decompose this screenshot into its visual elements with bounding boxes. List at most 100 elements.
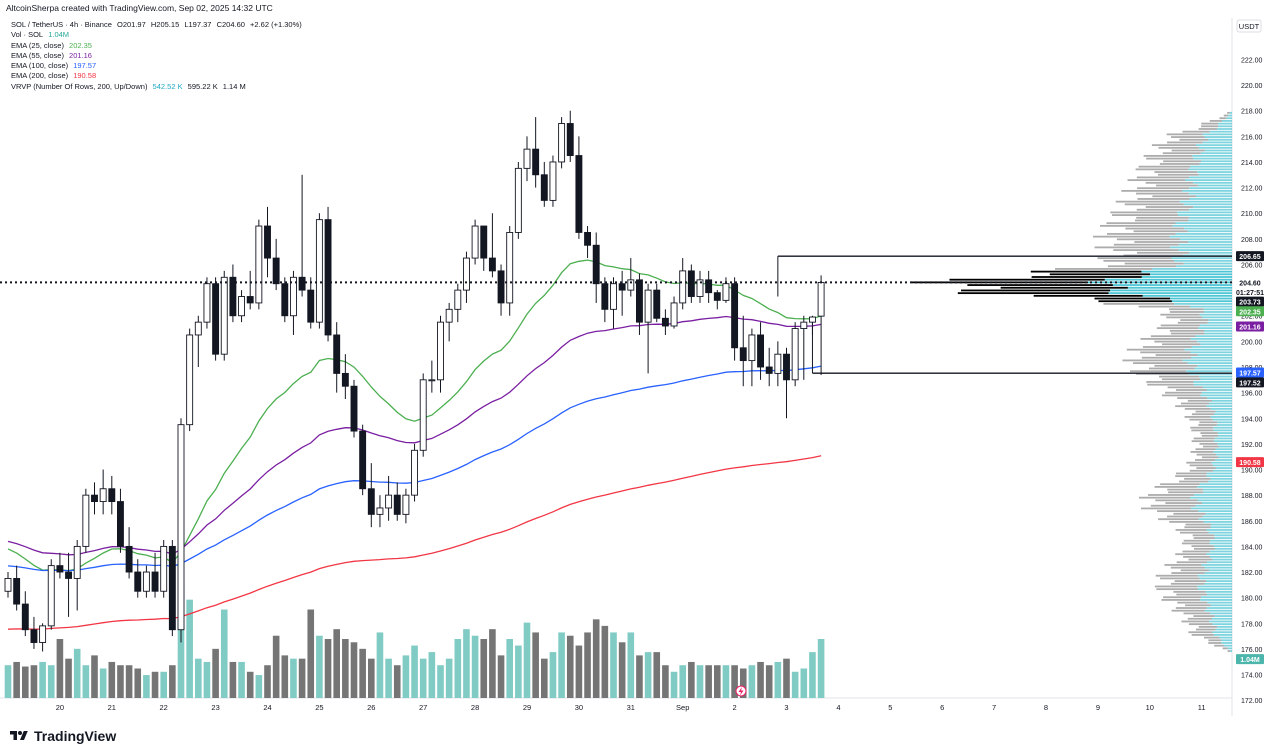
candle-body[interactable] <box>376 507 384 515</box>
price-chart[interactable]: 202122232425262728293031Sep2345678910111… <box>0 18 1236 716</box>
candle-body[interactable] <box>800 321 808 330</box>
candle-body[interactable] <box>151 571 159 592</box>
candle-body[interactable] <box>532 148 540 176</box>
candle-body[interactable] <box>687 270 695 297</box>
candle-body[interactable] <box>264 225 271 259</box>
candle-body[interactable] <box>739 347 747 362</box>
candle-body[interactable] <box>765 366 773 374</box>
candle-body[interactable] <box>203 283 211 323</box>
price-label-box[interactable] <box>1236 654 1264 665</box>
candle-body[interactable] <box>142 571 150 592</box>
price-label-box[interactable] <box>1236 287 1264 298</box>
candle-body[interactable] <box>523 148 531 169</box>
candle-body[interactable] <box>281 283 289 317</box>
candle-body[interactable] <box>134 571 142 592</box>
price-label-box[interactable] <box>1236 377 1264 388</box>
candle-body[interactable] <box>636 279 643 323</box>
candle-body[interactable] <box>661 317 669 327</box>
candle-body[interactable] <box>367 488 375 515</box>
candle-body[interactable] <box>65 571 73 579</box>
candle-body[interactable] <box>324 219 332 336</box>
candle-body[interactable] <box>307 289 315 323</box>
candle-body[interactable] <box>463 257 470 291</box>
candle-body[interactable] <box>402 494 410 515</box>
candle-body[interactable] <box>73 545 81 579</box>
candle-body[interactable] <box>774 353 782 374</box>
price-label-box[interactable] <box>1236 367 1264 378</box>
candle-body[interactable] <box>601 283 609 310</box>
candle-body[interactable] <box>679 270 687 304</box>
candle-body[interactable] <box>670 302 678 327</box>
chart-area[interactable]: 202122232425262728293031Sep2345678910111… <box>0 18 1236 716</box>
candle-body[interactable] <box>99 488 107 503</box>
candle-body[interactable] <box>411 449 418 496</box>
candle-body[interactable] <box>722 283 730 301</box>
candle-body[interactable] <box>696 279 704 297</box>
candle-body[interactable] <box>713 292 721 301</box>
price-label-box[interactable] <box>1236 251 1264 262</box>
candle-body[interactable] <box>393 494 401 515</box>
candle-body[interactable] <box>653 289 661 319</box>
candle-body[interactable] <box>4 577 12 592</box>
candle-body[interactable] <box>47 565 55 627</box>
candle-body[interactable] <box>116 501 124 547</box>
candle-body[interactable] <box>514 167 522 233</box>
candle-body[interactable] <box>783 353 790 381</box>
candle-body[interactable] <box>229 276 237 317</box>
candle-body[interactable] <box>497 270 505 304</box>
price-label-box[interactable] <box>1236 306 1264 317</box>
candle-body[interactable] <box>125 545 133 573</box>
candle-body[interactable] <box>220 276 228 355</box>
price-label-box[interactable] <box>1236 321 1264 332</box>
candle-body[interactable] <box>471 225 479 259</box>
candle-body[interactable] <box>488 257 496 272</box>
price-label-box[interactable] <box>1236 296 1264 307</box>
flash-icon[interactable] <box>735 685 747 697</box>
candle-body[interactable] <box>566 123 574 157</box>
legend-volume-row[interactable]: Vol · SOL 1.04M <box>11 30 305 40</box>
candle-body[interactable] <box>168 545 176 631</box>
candle-body[interactable] <box>506 231 514 304</box>
candle-body[interactable] <box>618 283 626 291</box>
candle-body[interactable] <box>419 379 427 451</box>
candle-body[interactable] <box>445 308 453 323</box>
currency-box[interactable] <box>1236 19 1262 33</box>
candle-body[interactable] <box>82 494 90 547</box>
candle-body[interactable] <box>290 276 297 317</box>
candle-body[interactable] <box>315 219 323 323</box>
candle-body[interactable] <box>350 385 358 432</box>
candle-body[interactable] <box>809 316 816 323</box>
candle-body[interactable] <box>21 603 29 631</box>
candle-body[interactable] <box>272 257 280 285</box>
candle-body[interactable] <box>212 283 220 355</box>
candle-body[interactable] <box>644 289 652 323</box>
candle-body[interactable] <box>186 334 194 426</box>
candle-body[interactable] <box>791 328 799 381</box>
candle-body[interactable] <box>731 283 739 349</box>
candle-body[interactable] <box>385 494 393 509</box>
price-label-box[interactable] <box>1236 277 1264 288</box>
candle-body[interactable] <box>748 334 756 362</box>
legend-ema-25-row[interactable]: EMA (25, close) 202.35 <box>11 41 305 51</box>
candle-body[interactable] <box>428 379 436 382</box>
candle-body[interactable] <box>255 225 263 304</box>
candle-body[interactable] <box>359 430 367 490</box>
tradingview-brand[interactable]: TradingView <box>8 726 116 746</box>
candle-body[interactable] <box>160 545 168 592</box>
candle-body[interactable] <box>610 283 617 310</box>
legend-ema-200-row[interactable]: EMA (200, close) 190.58 <box>11 71 305 81</box>
candle-body[interactable] <box>30 629 38 643</box>
candle-body[interactable] <box>177 424 185 631</box>
candle-body[interactable] <box>817 281 825 317</box>
candle-body[interactable] <box>540 174 548 201</box>
candle-body[interactable] <box>341 372 349 387</box>
candle-body[interactable] <box>705 279 713 294</box>
candle-body[interactable] <box>194 321 202 336</box>
candle-body[interactable] <box>246 296 254 304</box>
candle-body[interactable] <box>480 225 488 259</box>
candle-body[interactable] <box>627 279 635 291</box>
legend-ema-100-row[interactable]: EMA (100, close) 197.57 <box>11 61 305 71</box>
candle-body[interactable] <box>333 334 341 374</box>
candle-body[interactable] <box>108 488 116 503</box>
candle-body[interactable] <box>13 577 21 605</box>
